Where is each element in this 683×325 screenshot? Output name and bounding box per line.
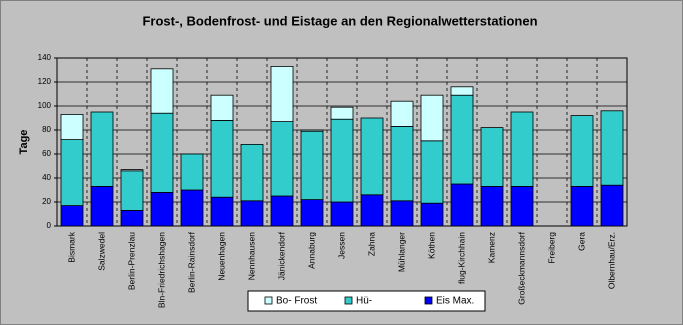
bar-segment: [90, 185, 114, 227]
bar-segment: [330, 118, 354, 203]
bar-segment: [330, 201, 354, 227]
x-tick-label: Salzwedel: [96, 232, 106, 271]
y-tick-label: 0: [47, 221, 52, 230]
x-tick-label: Bln-Friedrichshagen: [156, 232, 166, 308]
bar-segment: [600, 184, 624, 227]
legend-swatch: [424, 296, 433, 305]
y-tick-label: 60: [42, 149, 51, 158]
bar-segment: [360, 194, 384, 227]
bar-segment: [150, 191, 174, 227]
bar-segment: [570, 115, 594, 187]
x-tick-label: Bismark: [66, 231, 76, 262]
bar-segment: [60, 205, 84, 227]
x-tick-label: Jänickendorf: [276, 231, 286, 280]
chart-title: Frost-, Bodenfrost- und Eistage an den R…: [142, 13, 537, 28]
y-tick-label: 80: [42, 125, 51, 134]
legend-label: Hü-: [356, 296, 372, 307]
bar-segment: [390, 200, 414, 227]
bar-segment: [360, 117, 384, 196]
bar-segment: [180, 189, 204, 227]
bar-segment: [270, 66, 294, 123]
bar-segment: [150, 112, 174, 193]
bar-segment: [390, 126, 414, 202]
bar-segment: [300, 199, 324, 227]
bar-segment: [450, 86, 474, 96]
bar-segment: [60, 114, 84, 141]
bar-segment: [120, 169, 144, 172]
x-tick-label: Berlin-Rainsdorf: [186, 231, 196, 293]
bar-segment: [270, 195, 294, 227]
bar-segment: [180, 153, 204, 191]
bar-segment: [270, 121, 294, 197]
bar-segment: [390, 100, 414, 127]
bar-segment: [300, 130, 324, 200]
x-tick-label: Kamenz: [486, 232, 496, 263]
y-tick-label: 40: [42, 173, 51, 182]
bar-segment: [480, 185, 504, 227]
bar-segment: [210, 94, 234, 121]
bar-segment: [240, 143, 264, 202]
bar-segment: [330, 106, 354, 120]
bar-segment: [510, 185, 534, 227]
legend-swatch: [264, 296, 273, 305]
x-tick-label: Großeckmannsdorf: [516, 231, 526, 304]
bar-segment: [60, 139, 84, 207]
x-tick-label: Berlin-Prenzlau: [126, 232, 136, 290]
x-tick-label: Zahna: [366, 232, 376, 256]
bar-segment: [300, 129, 324, 132]
bar-segment: [420, 140, 444, 204]
bar-segment: [240, 200, 264, 227]
bar-segment: [120, 209, 144, 227]
x-tick-label: Annaburg: [306, 232, 316, 269]
x-tick-label: flug-Kirchhain: [456, 232, 466, 284]
legend: [247, 290, 486, 312]
bar-segment: [600, 110, 624, 186]
bar-segment: [480, 127, 504, 187]
x-tick-label: Nennhausen: [246, 232, 256, 280]
bar-segment: [570, 185, 594, 227]
bar-segment: [210, 120, 234, 198]
legend-label: Eis Max.: [436, 296, 474, 307]
bar-segment: [120, 170, 144, 211]
x-tick-label: Mühlanger: [396, 232, 406, 272]
x-tick-label: Jessen: [336, 232, 346, 259]
x-tick-label: Köthen: [426, 232, 436, 259]
y-tick-label: 120: [38, 77, 52, 86]
bar-segment: [420, 94, 444, 142]
x-tick-label: Olbernhau/Erz.: [606, 232, 616, 289]
y-tick-label: 20: [42, 197, 51, 206]
x-tick-label: Neuenhagen: [216, 232, 226, 281]
bar-segment: [450, 183, 474, 227]
y-tick-label: 140: [38, 53, 52, 62]
bar-segment: [420, 202, 444, 227]
x-tick-label: Freiberg: [546, 232, 556, 264]
y-axis-label: Tage: [18, 130, 30, 155]
y-tick-label: 100: [38, 101, 52, 110]
bar-segment: [90, 111, 114, 187]
bar-segment: [510, 111, 534, 187]
bar-segment: [450, 94, 474, 185]
legend-label: Bo- Frost: [276, 296, 317, 307]
x-tick-label: Gera: [576, 232, 586, 251]
bar-segment: [210, 196, 234, 227]
legend-swatch: [344, 296, 353, 305]
bar-segment: [150, 68, 174, 114]
